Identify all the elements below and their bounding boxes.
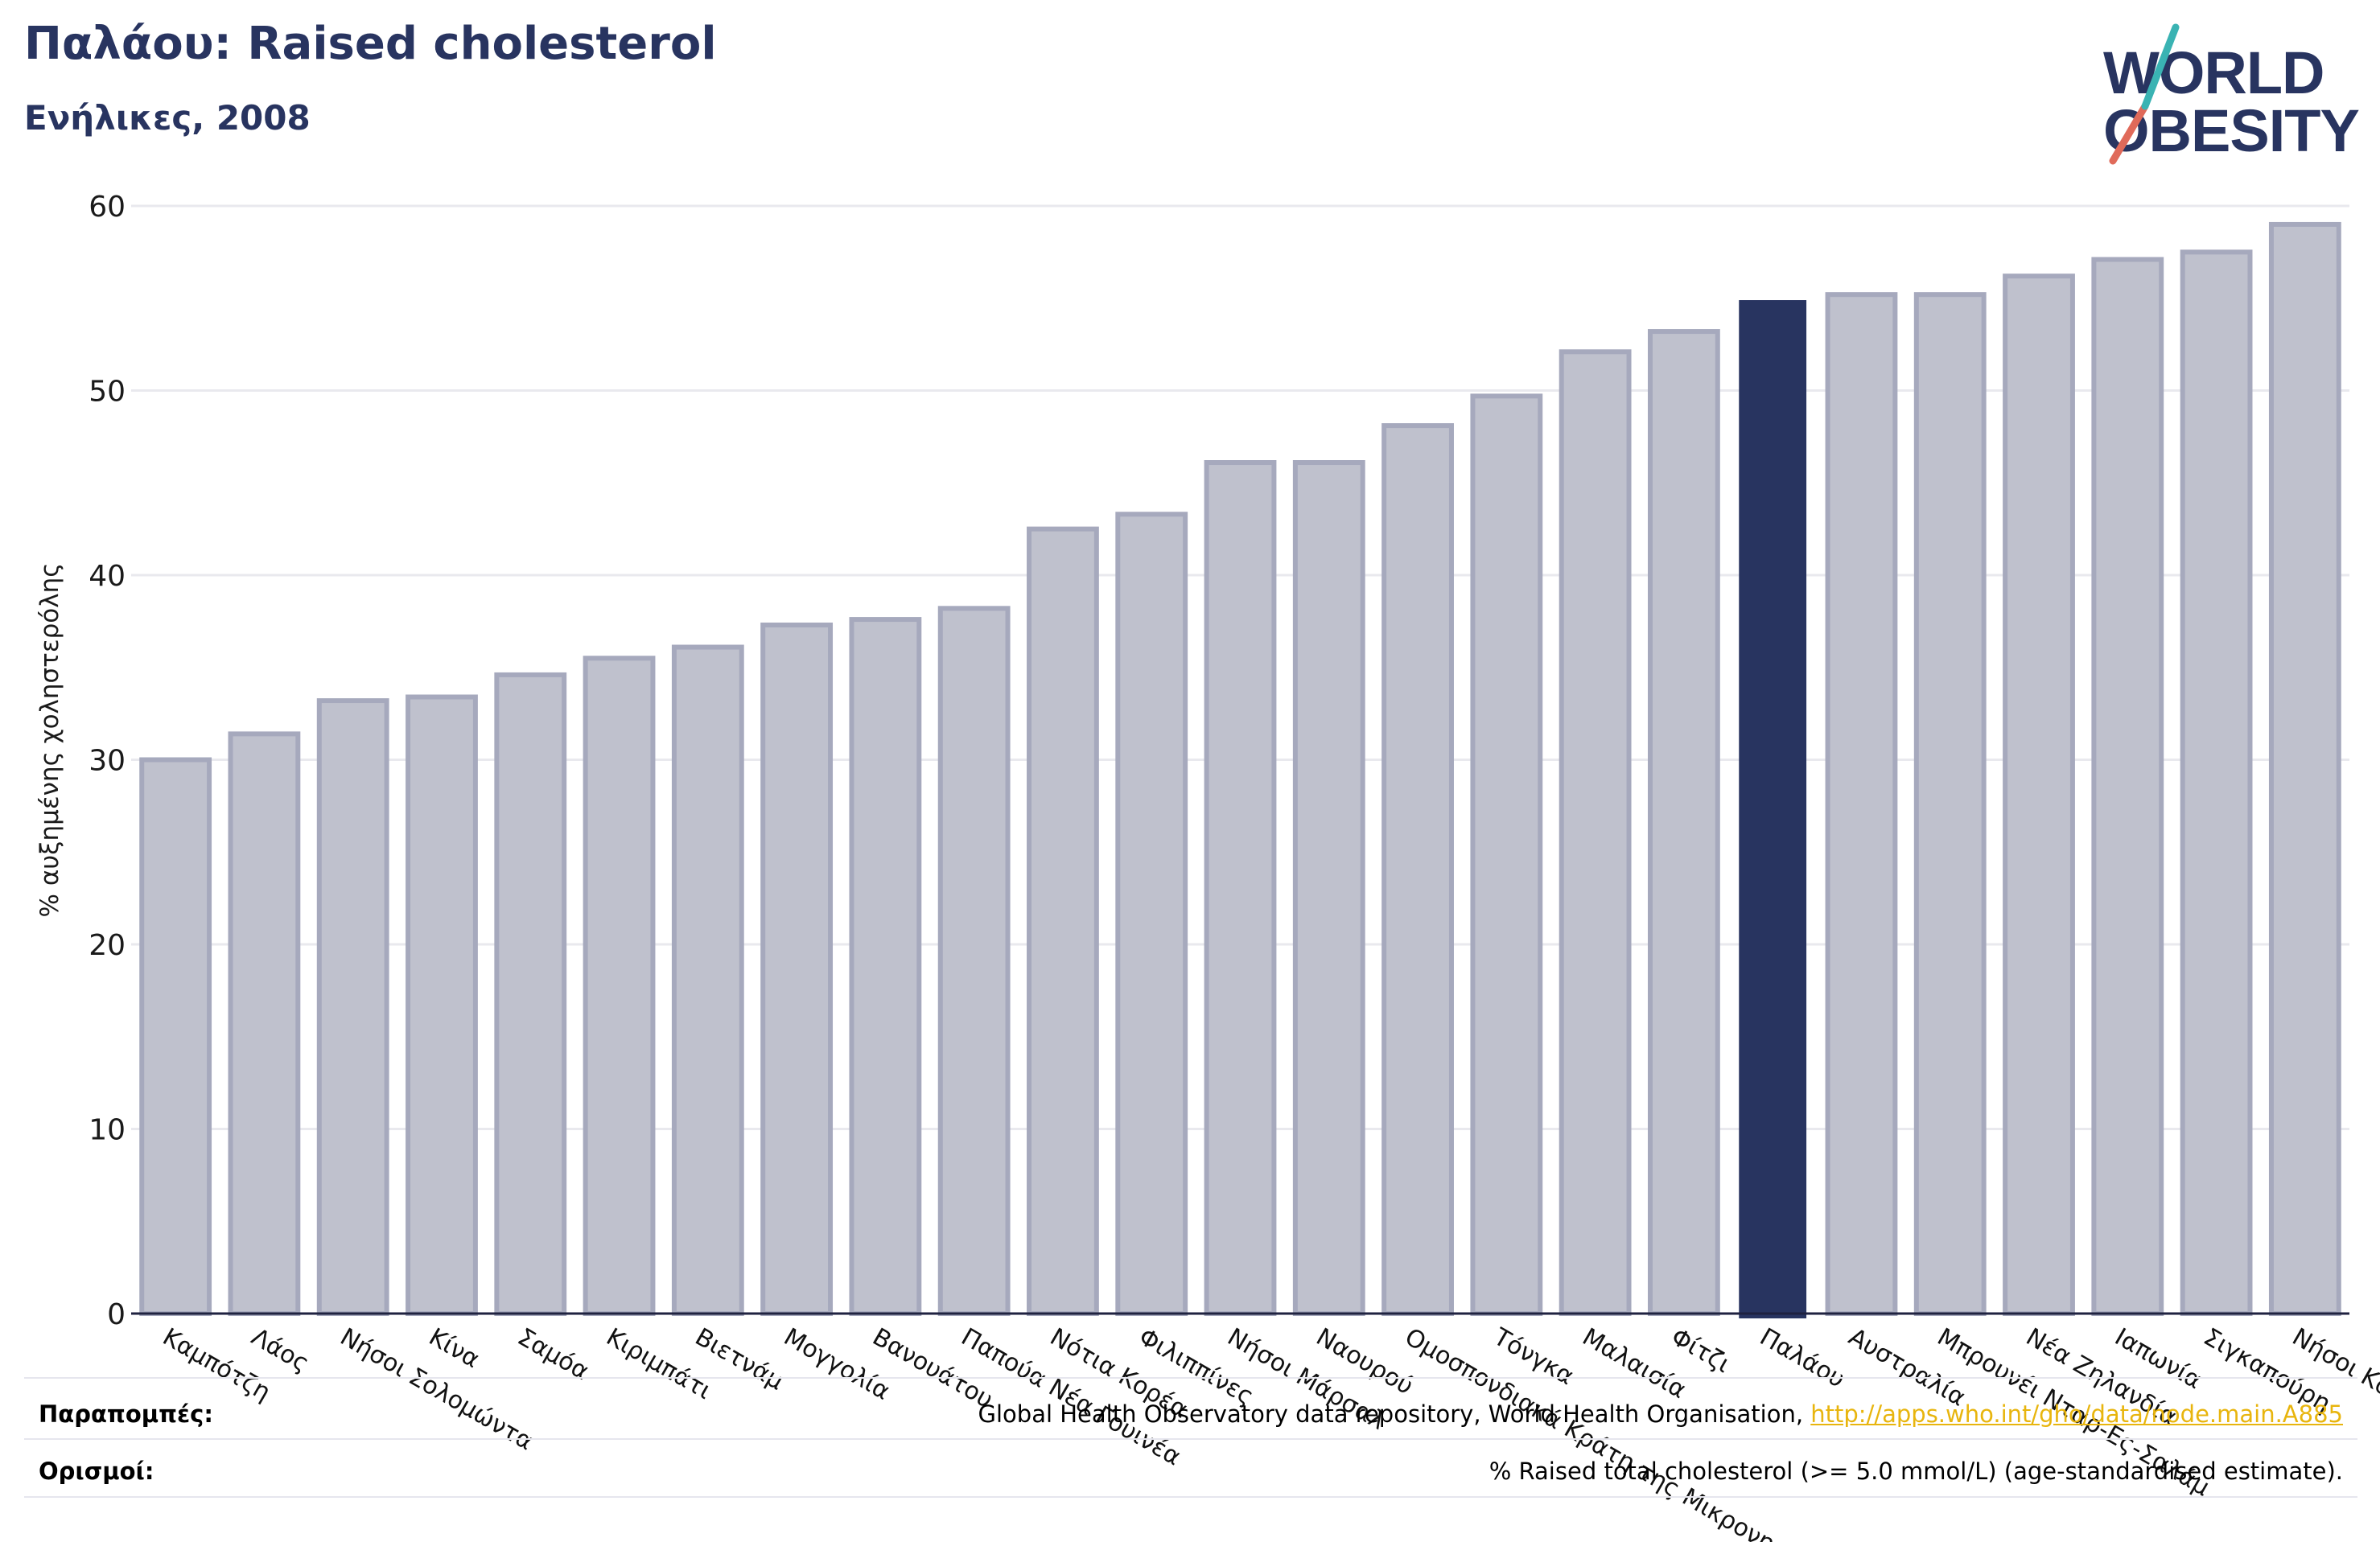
bars xyxy=(139,221,2341,1318)
page-title: Παλάου: Raised cholesterol xyxy=(24,18,717,70)
bar-25 xyxy=(2268,221,2341,1317)
bar-23 xyxy=(2091,257,2164,1316)
bar-2 xyxy=(228,731,301,1316)
bar-24 xyxy=(2180,249,2253,1316)
bar-3 xyxy=(316,698,389,1316)
bar-20 xyxy=(1825,292,1898,1316)
y-tick-label: 40 xyxy=(89,560,126,593)
y-tick-label: 30 xyxy=(89,745,126,778)
bar-15 xyxy=(1381,423,1454,1316)
bar-6 xyxy=(583,656,656,1316)
bar-10 xyxy=(937,606,1011,1316)
bar-12 xyxy=(1115,512,1188,1316)
world-obesity-logo: WORLD OBESITY xyxy=(2103,23,2360,165)
x-tick-label: Λάος xyxy=(246,1323,314,1378)
y-tick-label: 0 xyxy=(107,1298,126,1331)
bar-5 xyxy=(494,672,567,1316)
page-subtitle: Ενήλικες, 2008 xyxy=(24,98,311,138)
definitions-value: % Raised total cholesterol (>= 5.0 mmol/… xyxy=(1489,1458,2343,1485)
footer-divider-top xyxy=(24,1377,2357,1379)
y-tick-label: 10 xyxy=(89,1114,126,1147)
references-label: Παραπομπές: xyxy=(39,1400,213,1428)
bar-1 xyxy=(139,757,212,1316)
axes: 0 10 20 30 40 50 60 xyxy=(89,191,2349,1331)
bar-21 xyxy=(1913,292,1987,1316)
y-axis-label: % αυξημένης χοληστερόλης xyxy=(35,563,64,918)
x-tick-label: Κίνα xyxy=(424,1323,484,1374)
references-text: Global Health Observatory data repositor… xyxy=(978,1400,1811,1428)
x-tick-label: Παλάου xyxy=(1755,1323,1850,1394)
footer-divider-bottom xyxy=(24,1496,2357,1498)
bar-4 xyxy=(406,694,478,1316)
bar-17 xyxy=(1559,349,1632,1316)
bar-11 xyxy=(1027,526,1099,1316)
bar-19 xyxy=(1739,300,1807,1318)
bar-18 xyxy=(1647,329,1720,1316)
bar-9 xyxy=(849,617,922,1316)
y-tick-label: 60 xyxy=(89,191,126,224)
footer-divider-middle xyxy=(24,1438,2357,1440)
bar-16 xyxy=(1470,393,1543,1316)
bar-7 xyxy=(671,644,744,1316)
y-tick-label: 50 xyxy=(89,376,126,409)
svg-text:WORLD: WORLD xyxy=(2103,39,2324,106)
references-link[interactable]: http://apps.who.int/gho/data/node.main.A… xyxy=(1810,1400,2343,1428)
y-tick-label: 20 xyxy=(89,929,126,962)
bar-22 xyxy=(2003,273,2075,1317)
references-value: Global Health Observatory data repositor… xyxy=(978,1400,2343,1428)
bar-13 xyxy=(1204,460,1277,1316)
definitions-label: Ορισμοί: xyxy=(39,1458,154,1485)
bar-8 xyxy=(760,622,834,1316)
x-tick-label: Φίτζι xyxy=(1666,1323,1735,1379)
bar-14 xyxy=(1292,460,1365,1316)
